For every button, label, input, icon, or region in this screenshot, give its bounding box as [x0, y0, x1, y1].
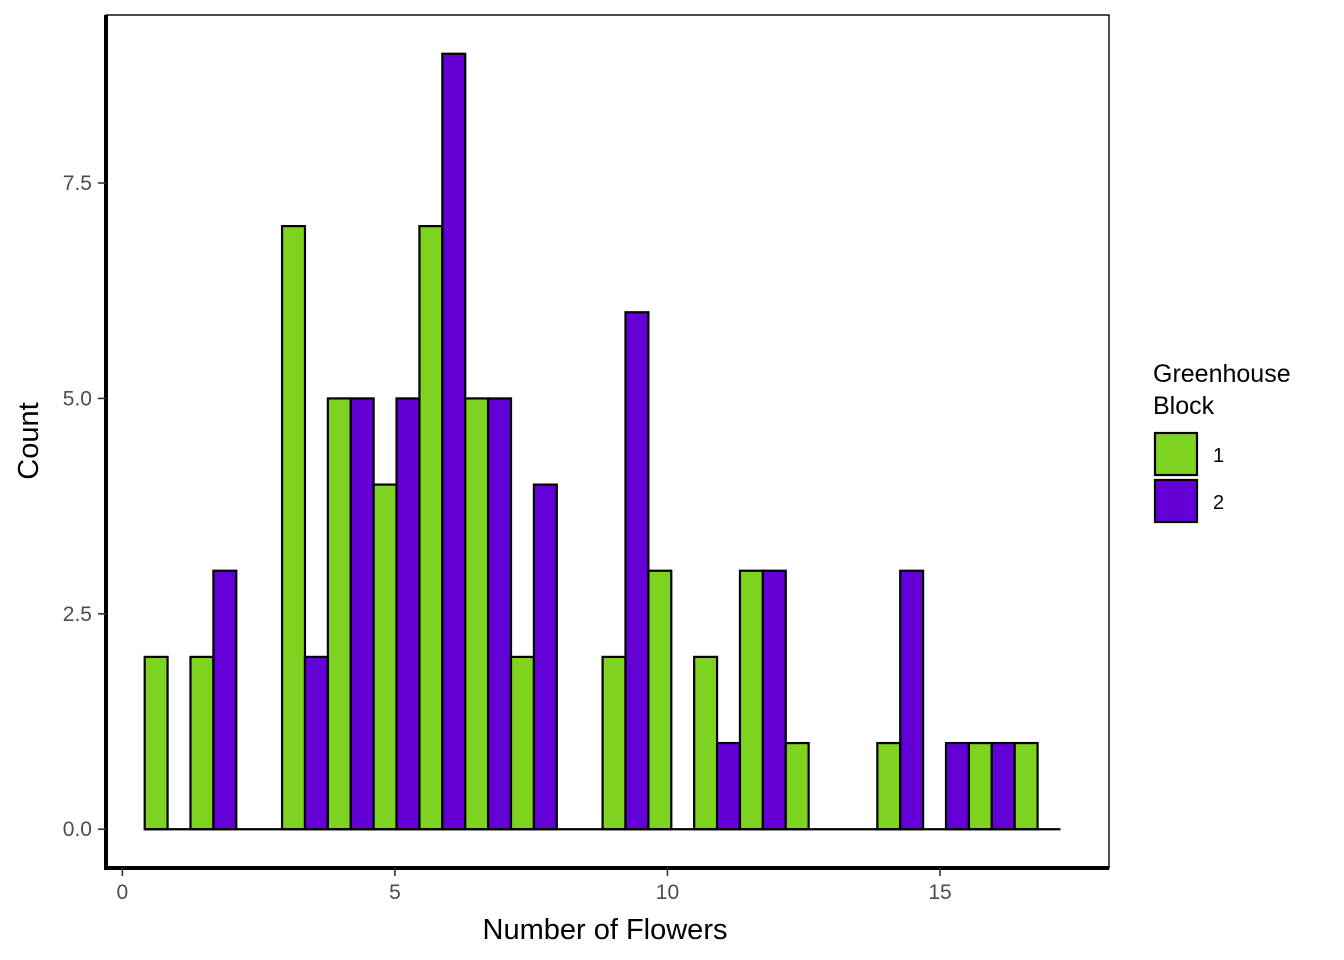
bar-block-2-bin-4	[303, 655, 329, 831]
legend-title-line-1: Greenhouse	[1153, 360, 1291, 388]
bar-block-1-bin-9	[509, 655, 536, 831]
bar-block-2-bin-2	[212, 569, 238, 831]
bar-block-1-bin-14	[738, 569, 764, 831]
bar-block-2-bin-9	[532, 483, 558, 831]
bar-block-1-bin-11	[601, 655, 627, 831]
bar-block-2-bin-17	[899, 569, 925, 831]
legend-key-block-1	[1153, 431, 1199, 477]
bar-block-1-bin-7	[418, 225, 444, 831]
bar-block-2-bin-13	[715, 741, 742, 831]
x-ticks-group: 0 5 10 15	[117, 868, 952, 904]
bar-block-2-bin-14	[761, 569, 787, 831]
bar-block-1-bin-12	[647, 569, 673, 831]
bar-block-2-bin-5	[349, 397, 375, 831]
legend-label-block-2: 2	[1213, 492, 1224, 514]
y-ticks-group: 0.0 2.5 5.0 7.5	[63, 172, 106, 841]
y-tick-label: 2.5	[63, 603, 92, 626]
bars-group	[143, 52, 1039, 831]
bar-block-2-bin-11	[624, 311, 650, 831]
bar-block-2-bin-6	[395, 397, 421, 831]
y-axis-title: Count	[13, 402, 45, 479]
bar-block-1-bin-2	[189, 655, 215, 831]
bar-block-2-bin-7	[441, 52, 467, 831]
bar-block-1-bin-20	[1013, 741, 1039, 831]
x-tick-label: 5	[389, 881, 401, 904]
legend-title-line-2: Block	[1153, 392, 1215, 420]
bar-block-1-bin-13	[693, 655, 719, 831]
bar-block-2-bin-8	[487, 397, 513, 831]
bar-block-1-bin-6	[372, 483, 398, 831]
y-tick-label: 0.0	[63, 818, 92, 841]
x-tick-label: 0	[117, 881, 129, 904]
bar-block-2-bin-19	[990, 741, 1016, 831]
bar-block-1-bin-1	[143, 655, 169, 831]
bar-block-1-bin-5	[326, 397, 352, 831]
bar-block-1-bin-19	[967, 741, 993, 831]
y-tick-label: 5.0	[63, 387, 92, 410]
x-tick-label: 15	[928, 881, 951, 904]
x-tick-label: 10	[656, 881, 679, 904]
legend-label-block-1: 1	[1213, 445, 1224, 467]
bar-block-2-bin-18	[944, 741, 971, 831]
y-tick-label: 7.5	[63, 172, 92, 195]
x-axis-title: Number of Flowers	[483, 914, 728, 946]
bar-block-1-bin-15	[784, 741, 810, 831]
bar-block-1-bin-8	[464, 397, 490, 831]
bar-block-1-bin-17	[876, 741, 902, 831]
legend: Greenhouse Block 1 2	[1153, 360, 1291, 524]
bar-block-1-bin-4	[280, 225, 307, 831]
legend-key-block-2	[1153, 478, 1199, 524]
